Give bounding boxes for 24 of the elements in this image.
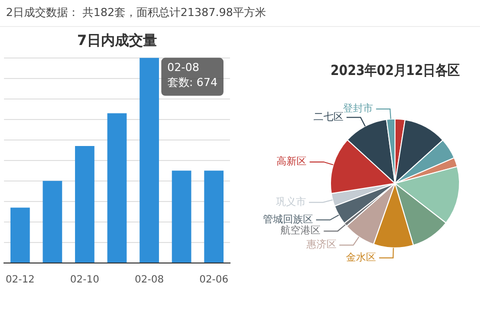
slice-label: 登封市 [343, 102, 374, 115]
bar [204, 170, 224, 262]
bar [172, 170, 192, 262]
bar [107, 113, 127, 262]
x-tick-label: 02-10 [70, 274, 100, 286]
bar [42, 180, 62, 262]
annotation: 套数: 674 [167, 76, 218, 90]
slice-label: 高新区 [276, 156, 307, 168]
bar [10, 208, 30, 262]
slice-label: 巩义市 [276, 196, 306, 208]
bar [140, 58, 159, 262]
slice-label: 金水区 [346, 251, 376, 264]
slice-label: 管城回族区 [263, 214, 314, 226]
x-tick-label: 02-08 [134, 274, 164, 286]
chart-title: 2023年02月12日各区 [330, 63, 460, 80]
bar [75, 146, 94, 262]
x-tick-label: 02-12 [6, 274, 35, 286]
text: 2日成交数据： 共182套，面积总计21387.98平方米 [6, 5, 267, 21]
chart-title: 7日内成交量 [77, 32, 157, 50]
slice-label: 航空港区 [280, 224, 321, 237]
slice-label: 惠济区 [305, 238, 336, 251]
annotation: 02-08 [167, 61, 200, 74]
slice-label: 二七区 [314, 110, 344, 123]
x-tick-label: 02-06 [199, 274, 228, 286]
